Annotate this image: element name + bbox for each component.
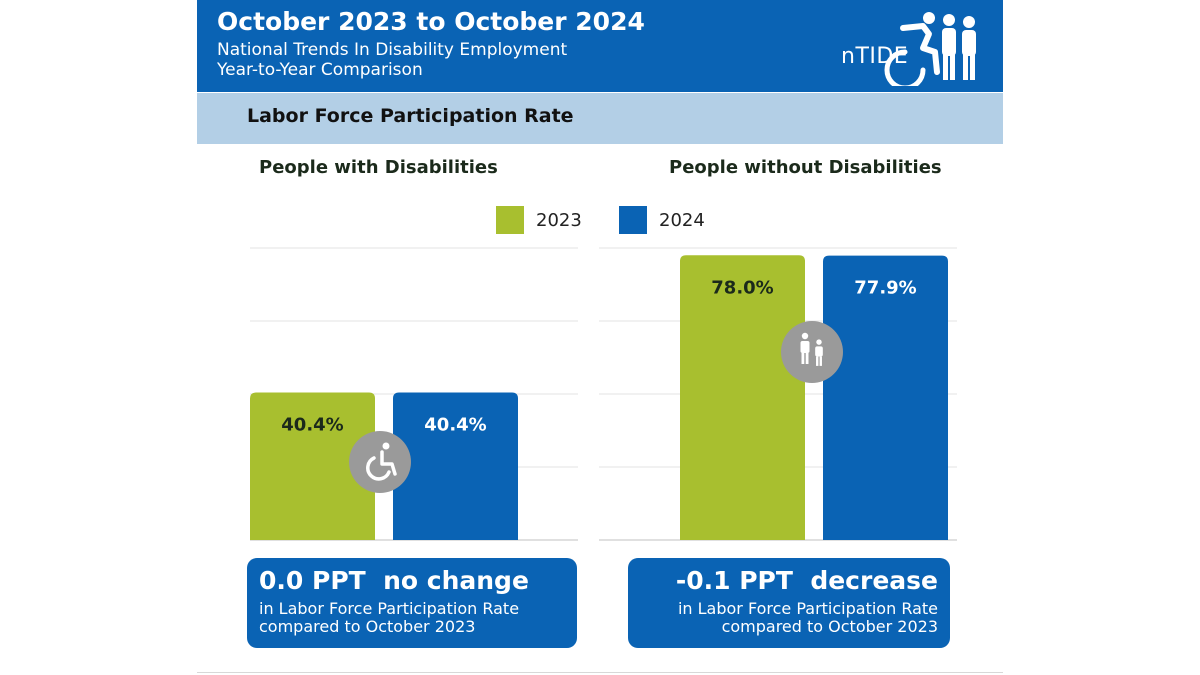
ntide-logo-icon [884,12,976,86]
wheelchair-icon [349,431,411,493]
header-title: October 2023 to October 2024 [217,7,645,36]
legend-label-2024: 2024 [659,209,705,231]
header: October 2023 to October 2024 National Tr… [197,0,1003,92]
wheelchair-icon-head [382,442,390,450]
people-icon-torso [800,341,810,353]
bottom-divider [197,672,1003,673]
people-icon-leg [801,353,805,364]
callout-with-main: 0.0 PPT no change [259,566,529,595]
data-label-2023-with: 40.4% [281,415,343,436]
callout-with-line1: in Labor Force Participation Rate [259,599,520,618]
data-label-2023-without: 78.0% [711,277,773,298]
callout-with-sub: in Labor Force Participation Rate compar… [259,600,519,636]
people-icon-leg [805,353,809,364]
wheelchair-icon-body [380,450,397,476]
people-icon-leg [819,356,822,366]
callout-without-sub: in Labor Force Participation Rate compar… [678,600,938,636]
callout-without-disabilities: -0.1 PPT decrease in Labor Force Partici… [628,558,950,648]
data-label-2024-without: 77.9% [854,278,916,299]
legend-label-2023: 2023 [536,209,582,231]
people-icon [781,321,843,383]
bar-2023-with-disabilities [250,392,375,540]
callout-without-line2: compared to October 2023 [721,617,938,636]
people-icon-torso [815,346,823,357]
legend-swatch-2023 [496,206,524,234]
callout-without-line1: in Labor Force Participation Rate [677,599,938,618]
legend-swatch-2024 [619,206,647,234]
bar-2024-with-disabilities [393,392,518,540]
callout-with-line2: compared to October 2023 [259,617,476,636]
bar-chart: 40.4% 40.4% 78.0% 77.9% [250,247,957,541]
header-subtitle: National Trends In Disability Employment… [217,40,567,80]
infographic-card: October 2023 to October 2024 National Tr… [197,0,1003,675]
header-subtitle-line2: Year-to-Year Comparison [217,60,423,80]
legend-item-2024: 2024 [619,206,705,234]
bar-2024-without-disabilities [823,255,948,541]
header-subtitle-line1: National Trends In Disability Employment [217,40,568,60]
data-label-2024-with: 40.4% [424,415,486,436]
legend-item-2023: 2023 [496,206,582,234]
people-icon-head [816,339,822,345]
group-title-with-disabilities: People with Disabilities [259,157,498,178]
bar-2023-without-disabilities [680,255,805,541]
section-band: Labor Force Participation Rate [197,93,1003,144]
people-icon-leg [816,356,819,366]
group-title-without-disabilities: People without Disabilities [669,157,942,178]
section-title: Labor Force Participation Rate [247,105,574,127]
wheelchair-icon-wheel [366,456,391,481]
callout-with-disabilities: 0.0 PPT no change in Labor Force Partici… [247,558,577,648]
callout-without-main: -0.1 PPT decrease [675,566,938,595]
people-icon-head [801,332,809,340]
